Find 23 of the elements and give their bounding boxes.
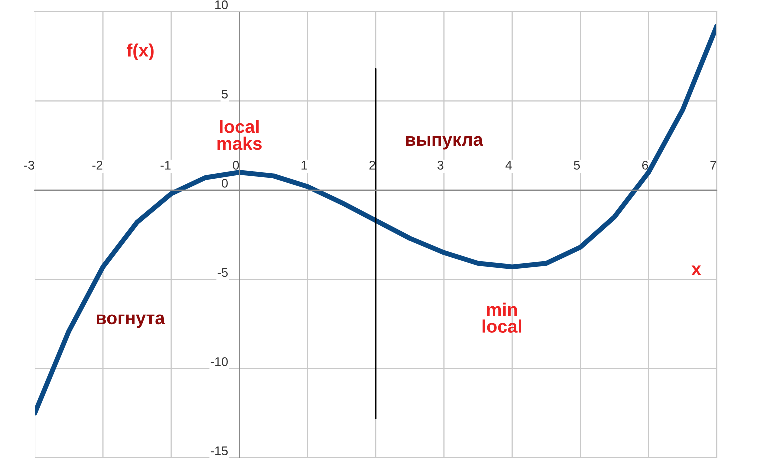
x-tick-label: 7 bbox=[710, 161, 716, 170]
y-axis-title: f(x) bbox=[126, 44, 154, 61]
y-tick-label: -15 bbox=[210, 446, 228, 456]
y-tick-label: 5 bbox=[222, 90, 228, 99]
x-tick-label: 4 bbox=[506, 161, 512, 170]
y-tick-label: -10 bbox=[210, 357, 228, 366]
x-tick-label: 6 bbox=[642, 161, 648, 170]
y-tick-label: 0 bbox=[222, 179, 228, 188]
x-tick-label: -3 bbox=[24, 161, 34, 170]
x-tick-label: 2 bbox=[370, 161, 376, 170]
x-tick-label: 5 bbox=[574, 161, 580, 170]
x-axis-title: x bbox=[692, 266, 702, 276]
y-tick-label: -5 bbox=[218, 268, 228, 278]
annotation: выпукла bbox=[406, 136, 484, 150]
annotation: вогнута bbox=[97, 314, 166, 328]
y-tick-label: 10 bbox=[216, 0, 228, 10]
x-tick-label: 0 bbox=[233, 161, 240, 170]
annotation: local maks bbox=[218, 120, 262, 150]
annotation: min local bbox=[482, 302, 522, 333]
x-tick-label: -1 bbox=[160, 161, 171, 170]
x-tick-label: -2 bbox=[92, 161, 103, 170]
x-tick-label: 1 bbox=[302, 161, 308, 170]
x-tick-label: 3 bbox=[438, 161, 444, 170]
